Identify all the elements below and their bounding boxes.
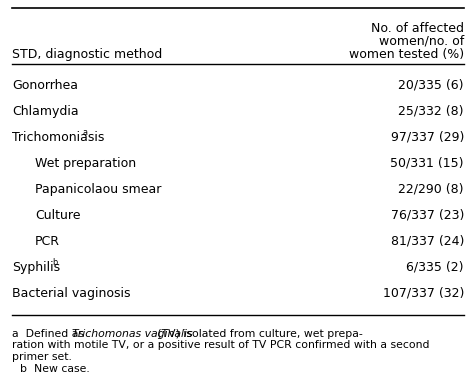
Text: Syphilis: Syphilis	[12, 261, 60, 274]
Text: Trichomoniasis: Trichomoniasis	[12, 131, 104, 144]
Text: primer set.: primer set.	[12, 352, 72, 362]
Text: women tested (%): women tested (%)	[349, 48, 464, 61]
Text: women/no. of: women/no. of	[379, 35, 464, 48]
Text: Papanicolaou smear: Papanicolaou smear	[35, 183, 161, 196]
Text: b  New case.: b New case.	[20, 363, 90, 373]
Text: (TV) isolated from culture, wet prepa-: (TV) isolated from culture, wet prepa-	[154, 329, 363, 339]
Text: ration with motile TV, or a positive result of TV PCR confirmed with a second: ration with motile TV, or a positive res…	[12, 340, 429, 350]
Text: 50/331 (15): 50/331 (15)	[391, 157, 464, 170]
Text: b: b	[52, 258, 57, 267]
Text: Chlamydia: Chlamydia	[12, 105, 79, 118]
Text: PCR: PCR	[35, 235, 60, 248]
Text: STD, diagnostic method: STD, diagnostic method	[12, 48, 162, 61]
Text: Gonorrhea: Gonorrhea	[12, 79, 78, 92]
Text: 6/335 (2): 6/335 (2)	[407, 261, 464, 274]
Text: Wet preparation: Wet preparation	[35, 157, 136, 170]
Text: 25/332 (8): 25/332 (8)	[399, 105, 464, 118]
Text: 22/290 (8): 22/290 (8)	[399, 183, 464, 196]
Text: Trichomonas vaginalis: Trichomonas vaginalis	[72, 329, 192, 339]
Text: 76/337 (23): 76/337 (23)	[391, 209, 464, 222]
Text: a  Defined as: a Defined as	[12, 329, 88, 339]
Text: No. of affected: No. of affected	[371, 22, 464, 35]
Text: 20/335 (6): 20/335 (6)	[399, 79, 464, 92]
Text: 81/337 (24): 81/337 (24)	[391, 235, 464, 248]
Text: Syphilis: Syphilis	[12, 261, 60, 274]
Text: a: a	[82, 128, 88, 137]
Text: Trichomoniasis: Trichomoniasis	[12, 131, 104, 144]
Text: Bacterial vaginosis: Bacterial vaginosis	[12, 287, 130, 300]
Text: Culture: Culture	[35, 209, 81, 222]
Text: 97/337 (29): 97/337 (29)	[391, 131, 464, 144]
Text: 107/337 (32): 107/337 (32)	[383, 287, 464, 300]
